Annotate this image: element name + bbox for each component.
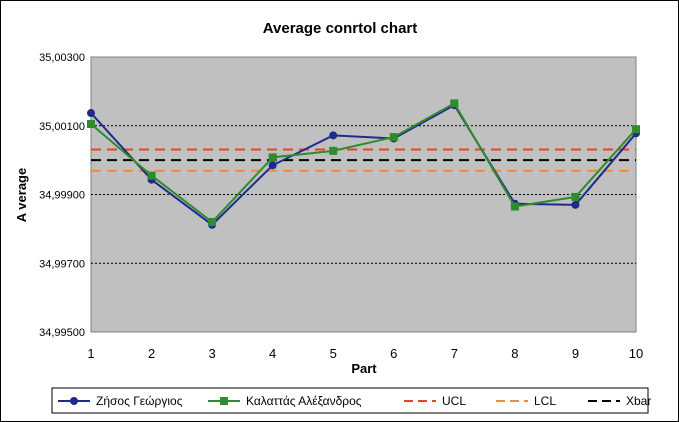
- legend-label: LCL: [534, 394, 556, 408]
- series-line-Καλαττάς Αλέξανδρος: [90, 102, 637, 224]
- series-line-Ζήσος Γεώργιος: [90, 103, 637, 227]
- x-tick-label: 1: [87, 346, 94, 361]
- data-point: [510, 202, 519, 211]
- y-tick-label: 34,99700: [39, 258, 85, 270]
- data-point: [571, 200, 580, 209]
- x-tick-label: 7: [451, 346, 458, 361]
- y-tick-label: 34,99900: [39, 190, 85, 202]
- data-point: [632, 125, 640, 134]
- data-point: [87, 109, 95, 118]
- series-lines: [87, 99, 640, 229]
- gridlines: [91, 125, 636, 264]
- x-tick-label: 3: [208, 346, 215, 361]
- data-point: [329, 146, 338, 155]
- legend-marker: [70, 397, 78, 405]
- chart-title: Average conrtol chart: [263, 20, 418, 37]
- data-point: [268, 153, 277, 162]
- x-tick-label: 5: [330, 346, 337, 361]
- data-point: [450, 99, 459, 108]
- data-point: [147, 171, 156, 180]
- legend-label: UCL: [442, 394, 466, 408]
- legend-entries: Ζήσος Γεώργιος Καλαττάς Αλέξανδρος UCL LCL X…: [58, 394, 651, 408]
- x-tick-label: 8: [511, 346, 518, 361]
- y-tick-label: 34,99500: [39, 327, 85, 339]
- y-tick-label: 35,00100: [39, 121, 85, 133]
- data-point: [268, 161, 277, 170]
- data-point: [208, 218, 217, 226]
- x-axis-ticks: 1 2 3 4 5 6 7 8 9 10: [87, 346, 643, 361]
- y-axis-title: A verage: [14, 168, 29, 222]
- x-tick-label: 9: [572, 346, 579, 361]
- data-point: [571, 192, 580, 201]
- data-point: [329, 131, 338, 140]
- x-tick-label: 2: [148, 346, 155, 361]
- legend-label: Καλαττάς Αλέξανδρος: [246, 394, 362, 408]
- legend-label: Ζήσος Γεώργιος: [96, 394, 183, 408]
- data-point: [87, 120, 95, 129]
- legend-label: Xbar: [626, 394, 651, 408]
- data-point: [389, 133, 398, 142]
- x-tick-label: 4: [269, 346, 276, 361]
- x-axis-title: Part: [351, 361, 377, 376]
- legend: [51, 387, 649, 414]
- x-tick-label: 10: [629, 346, 643, 361]
- x-tick-label: 6: [390, 346, 397, 361]
- legend-marker: [220, 397, 228, 405]
- y-tick-label: 35,00300: [39, 52, 85, 64]
- y-axis-ticks: 34,99500 34,99700 34,99900 35,00100 35,00300: [39, 52, 85, 339]
